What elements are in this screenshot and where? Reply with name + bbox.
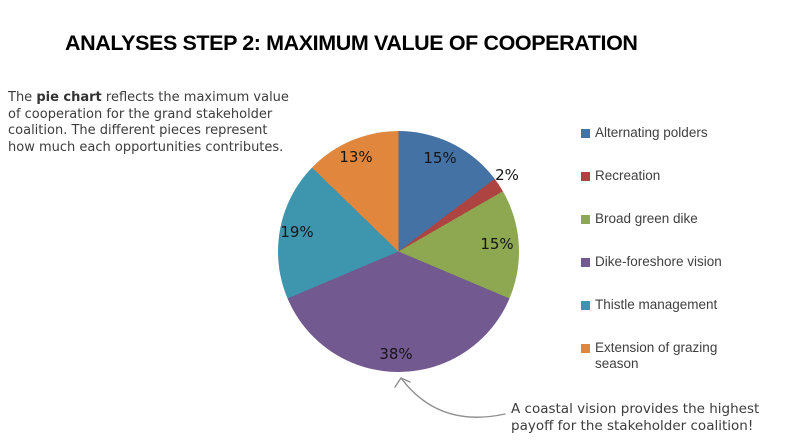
annotation-line-2: payoff for the stakeholder coalition! <box>511 417 754 434</box>
legend-item-alternating-polders: Alternating polders <box>581 125 736 141</box>
legend-item-thistle-management: Thistle management <box>581 297 736 313</box>
legend-label: Broad green dike <box>595 211 698 226</box>
pie-slice-label-dike-foreshore-vision: 38% <box>379 345 413 363</box>
legend-swatch-icon <box>581 344 590 353</box>
legend-swatch-icon <box>581 172 590 181</box>
chart-legend: Alternating polders Recreation Broad gre… <box>581 125 736 372</box>
legend-swatch-icon <box>581 258 590 267</box>
pie-slice-label-recreation: 2% <box>495 166 519 184</box>
legend-item-recreation: Recreation <box>581 168 736 184</box>
legend-item-extension-grazing-season: Extension of grazing season <box>581 340 736 372</box>
annotation-text: A coastal vision provides the highest pa… <box>511 401 759 434</box>
legend-item-dike-foreshore-vision: Dike-foreshore vision <box>581 254 736 270</box>
intro-line-1: The pie chart reflects the maximum value <box>8 90 289 105</box>
pie-slice-label-thistle-management: 19% <box>280 223 314 241</box>
legend-label: Extension of grazing season <box>595 340 718 371</box>
annotation-line-1: A coastal vision provides the highest <box>511 401 760 417</box>
intro-line-3: coalition. The different pieces represen… <box>8 123 268 138</box>
legend-label: Recreation <box>595 168 661 183</box>
pie-slice-label-extension-grazing: 13% <box>339 148 373 166</box>
curved-arrow-icon <box>394 377 506 418</box>
pie-slice-label-broad-green-dike: 15% <box>480 235 514 253</box>
intro-line-4: how much each opportunities contributes. <box>8 139 284 155</box>
pie-chart <box>278 131 519 372</box>
intro-bold-pie-chart: pie chart <box>36 90 102 105</box>
legend-swatch-icon <box>581 129 590 138</box>
legend-swatch-icon <box>581 301 590 310</box>
intro-text: The pie chart reflects the maximum value… <box>8 90 308 156</box>
legend-item-broad-green-dike: Broad green dike <box>581 211 736 227</box>
pie-slice-label-alternating-polders: 15% <box>423 149 457 167</box>
page-title: ANALYSES STEP 2: MAXIMUM VALUE OF COOPER… <box>65 31 638 55</box>
legend-swatch-icon <box>581 215 590 224</box>
legend-label: Dike-foreshore vision <box>595 254 722 269</box>
intro-line-2: of cooperation for the grand stakeholder <box>8 106 273 122</box>
legend-label: Alternating polders <box>595 125 708 140</box>
legend-label: Thistle management <box>595 297 718 312</box>
